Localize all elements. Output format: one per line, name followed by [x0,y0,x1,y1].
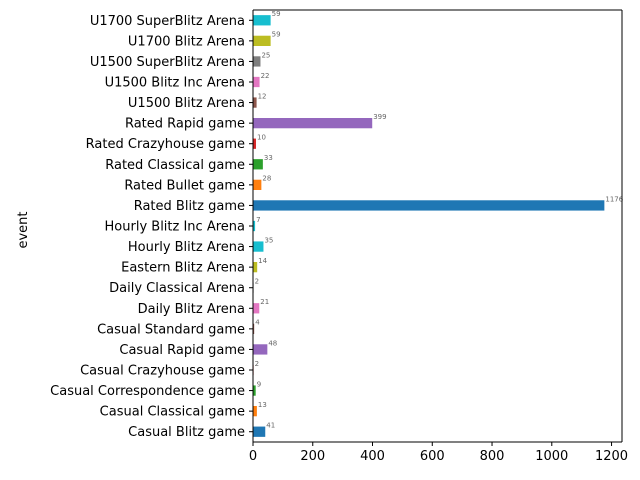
bar-value-label: 41 [266,422,275,430]
y-tick-label: Casual Crazyhouse game [80,364,245,379]
x-tick-labels: 0 200 400 600 800 1000 1200 [249,442,628,464]
y-tick-label: Hourly Blitz Inc Arena [105,220,245,235]
bar [253,220,256,232]
bar-value-label: 14 [258,257,267,265]
y-tick-label: Rated Blitz game [134,199,245,214]
x-tick-label: 800 [480,449,505,464]
bar-value-label: 4 [255,319,260,327]
x-tick-label: 1000 [535,449,568,464]
value-labels-layer: 59 59 25 22 12 399 10 33 28 1176 7 35 14 2 21 4 48 2 9 13 41 [255,10,624,429]
bar-value-label: 33 [264,154,273,162]
y-tick-label: Casual Blitz game [128,425,245,440]
bar-value-label: 399 [373,113,386,121]
bar-value-label: 7 [256,216,260,224]
bar [253,344,268,355]
bar-value-label: 59 [272,31,281,39]
y-tick-label: Casual Classical game [100,405,245,420]
bar [253,426,266,437]
bar [253,262,258,273]
bar [253,159,263,170]
bar [253,15,271,26]
bar-value-label: 12 [258,92,267,100]
x-tick-label: 200 [300,449,325,464]
bar [253,303,260,314]
bar [253,97,257,108]
bar-value-label: 1176 [605,195,623,203]
bar-value-label: 28 [262,175,271,183]
bar-value-label: 10 [257,134,266,142]
y-tick-label: Rated Classical game [105,158,245,173]
bar [253,179,262,190]
bar-value-label: 48 [268,339,277,347]
bar [253,323,255,334]
bar [253,118,373,129]
bar-value-label: 2 [255,360,259,368]
y-tick-label: Casual Standard game [97,322,245,337]
y-tick-label: Rated Bullet game [124,178,245,193]
y-tick-label: Hourly Blitz Arena [128,240,245,255]
bar [253,56,261,67]
bar-value-label: 22 [261,72,270,80]
x-tick-label: 400 [360,449,385,464]
bar [253,241,264,252]
bar-value-label: 9 [257,380,261,388]
y-tick-label: U1500 SuperBlitz Arena [90,55,245,70]
y-tick-label: Casual Rapid game [119,343,245,358]
bar [253,406,257,417]
x-tick-label: 1200 [595,449,628,464]
bar [253,35,271,46]
y-tick-label: Daily Blitz Arena [138,302,245,317]
bar [253,385,256,396]
bar-value-label: 13 [258,401,267,409]
bars-layer [253,15,605,437]
bar-value-label: 25 [261,51,270,59]
y-tick-label: Daily Classical Arena [109,281,245,296]
bar-value-label: 59 [272,10,281,18]
y-tick-label: U1500 Blitz Inc Arena [105,76,245,91]
bar-value-label: 2 [255,278,259,286]
x-tick-label: 0 [249,449,257,464]
bar-value-label: 35 [264,236,273,244]
x-tick-label: 600 [420,449,445,464]
y-axis-label: event [16,211,31,248]
y-tick-labels: U1700 SuperBlitz Arena U1700 Blitz Arena U… [50,14,253,440]
y-tick-label: Rated Rapid game [125,117,245,132]
y-tick-label: Rated Crazyhouse game [86,137,245,152]
y-tick-label: U1700 SuperBlitz Arena [90,14,245,29]
y-tick-label: Casual Correspondence game [50,384,245,399]
y-tick-label: Eastern Blitz Arena [121,261,245,276]
y-tick-label: U1700 Blitz Arena [128,34,245,49]
y-tick-label: U1500 Blitz Arena [128,96,245,111]
bar [253,200,605,211]
bar [253,138,256,149]
bar [253,76,260,88]
bar-value-label: 21 [260,298,269,306]
